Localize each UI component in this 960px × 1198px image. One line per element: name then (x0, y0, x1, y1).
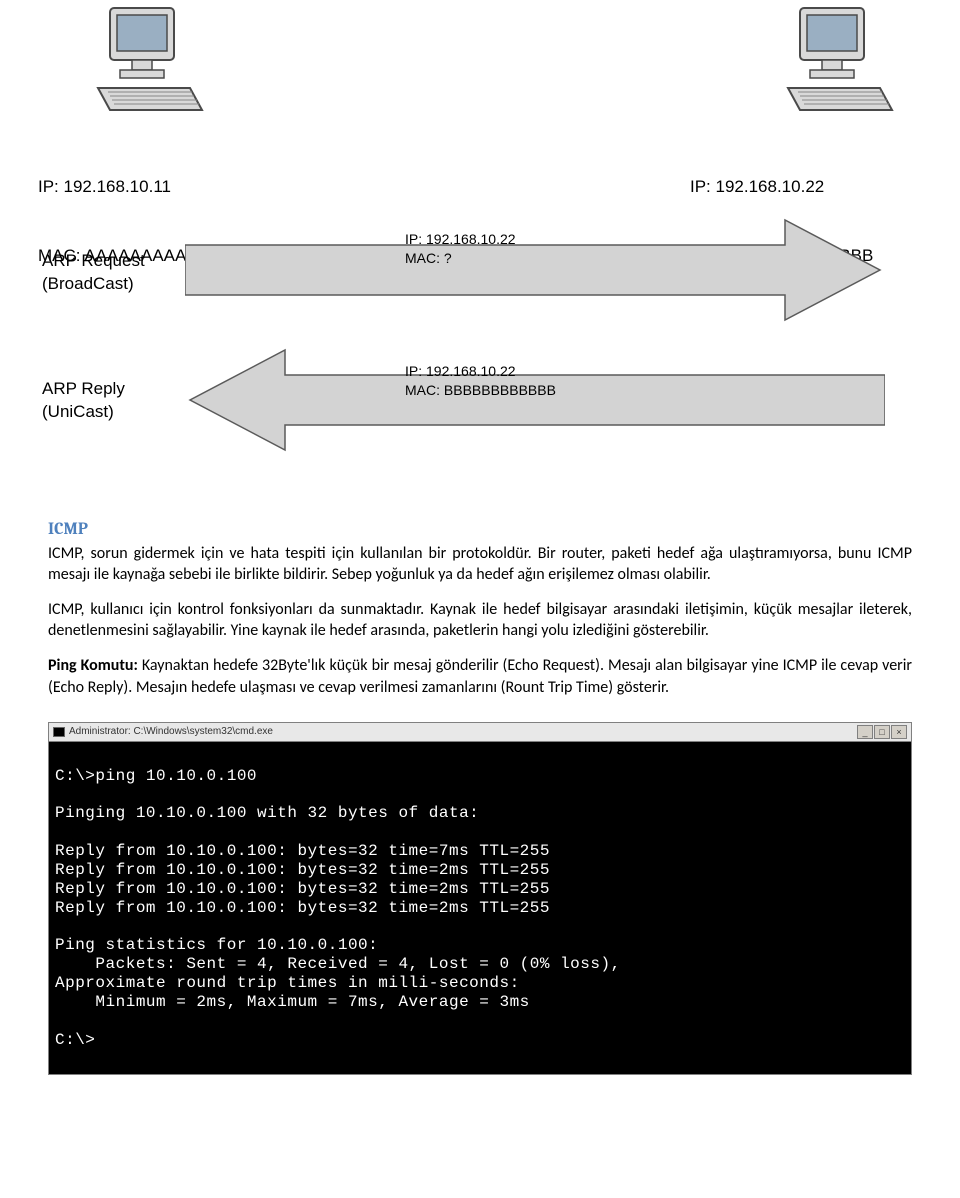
cmd-titlebar: Administrator: C:\Windows\system32\cmd.e… (49, 723, 911, 742)
paragraph-3: Ping Komutu: Kaynaktan hedefe 32Byte'lık… (48, 655, 912, 697)
maximize-button[interactable]: □ (874, 725, 890, 739)
arp-request-label: ARP Request (BroadCast) (42, 250, 145, 296)
arrow-right (185, 210, 885, 330)
icmp-heading: ICMP (48, 520, 912, 539)
arp-reply-label: ARP Reply (UniCast) (42, 378, 125, 424)
cmd-window: Administrator: C:\Windows\system32\cmd.e… (48, 722, 912, 1075)
host-right-ip: IP: 192.168.10.22 (690, 176, 873, 199)
computer-right-icon (780, 6, 900, 116)
host-left-ip: IP: 192.168.10.11 (38, 176, 220, 199)
window-buttons: _ □ × (857, 725, 907, 739)
ping-rest: Kaynaktan hedefe 32Byte'lık küçük bir me… (48, 656, 912, 696)
cmd-title: Administrator: C:\Windows\system32\cmd.e… (69, 726, 273, 737)
arrow-left (185, 340, 885, 460)
ping-bold: Ping Komutu: (48, 656, 138, 675)
terminal-container: Administrator: C:\Windows\system32\cmd.e… (0, 722, 960, 1105)
network-diagram: IP: 192.168.10.11 MAC: AAAAAAAAAAAA IP: … (0, 0, 960, 500)
minimize-button[interactable]: _ (857, 725, 873, 739)
cmd-icon (53, 727, 65, 737)
close-button[interactable]: × (891, 725, 907, 739)
cmd-output: C:\>ping 10.10.0.100 Pinging 10.10.0.100… (49, 742, 911, 1074)
paragraph-1: ICMP, sorun gidermek için ve hata tespit… (48, 543, 912, 585)
arrow-left-text: IP: 192.168.10.22 MAC: BBBBBBBBBBBB (405, 362, 556, 400)
computer-left-icon (90, 6, 210, 116)
body-text: ICMP ICMP, sorun gidermek için ve hata t… (0, 500, 960, 722)
paragraph-2: ICMP, kullanıcı için kontrol fonksiyonla… (48, 599, 912, 641)
arrow-right-text: IP: 192.168.10.22 MAC: ? (405, 230, 516, 268)
